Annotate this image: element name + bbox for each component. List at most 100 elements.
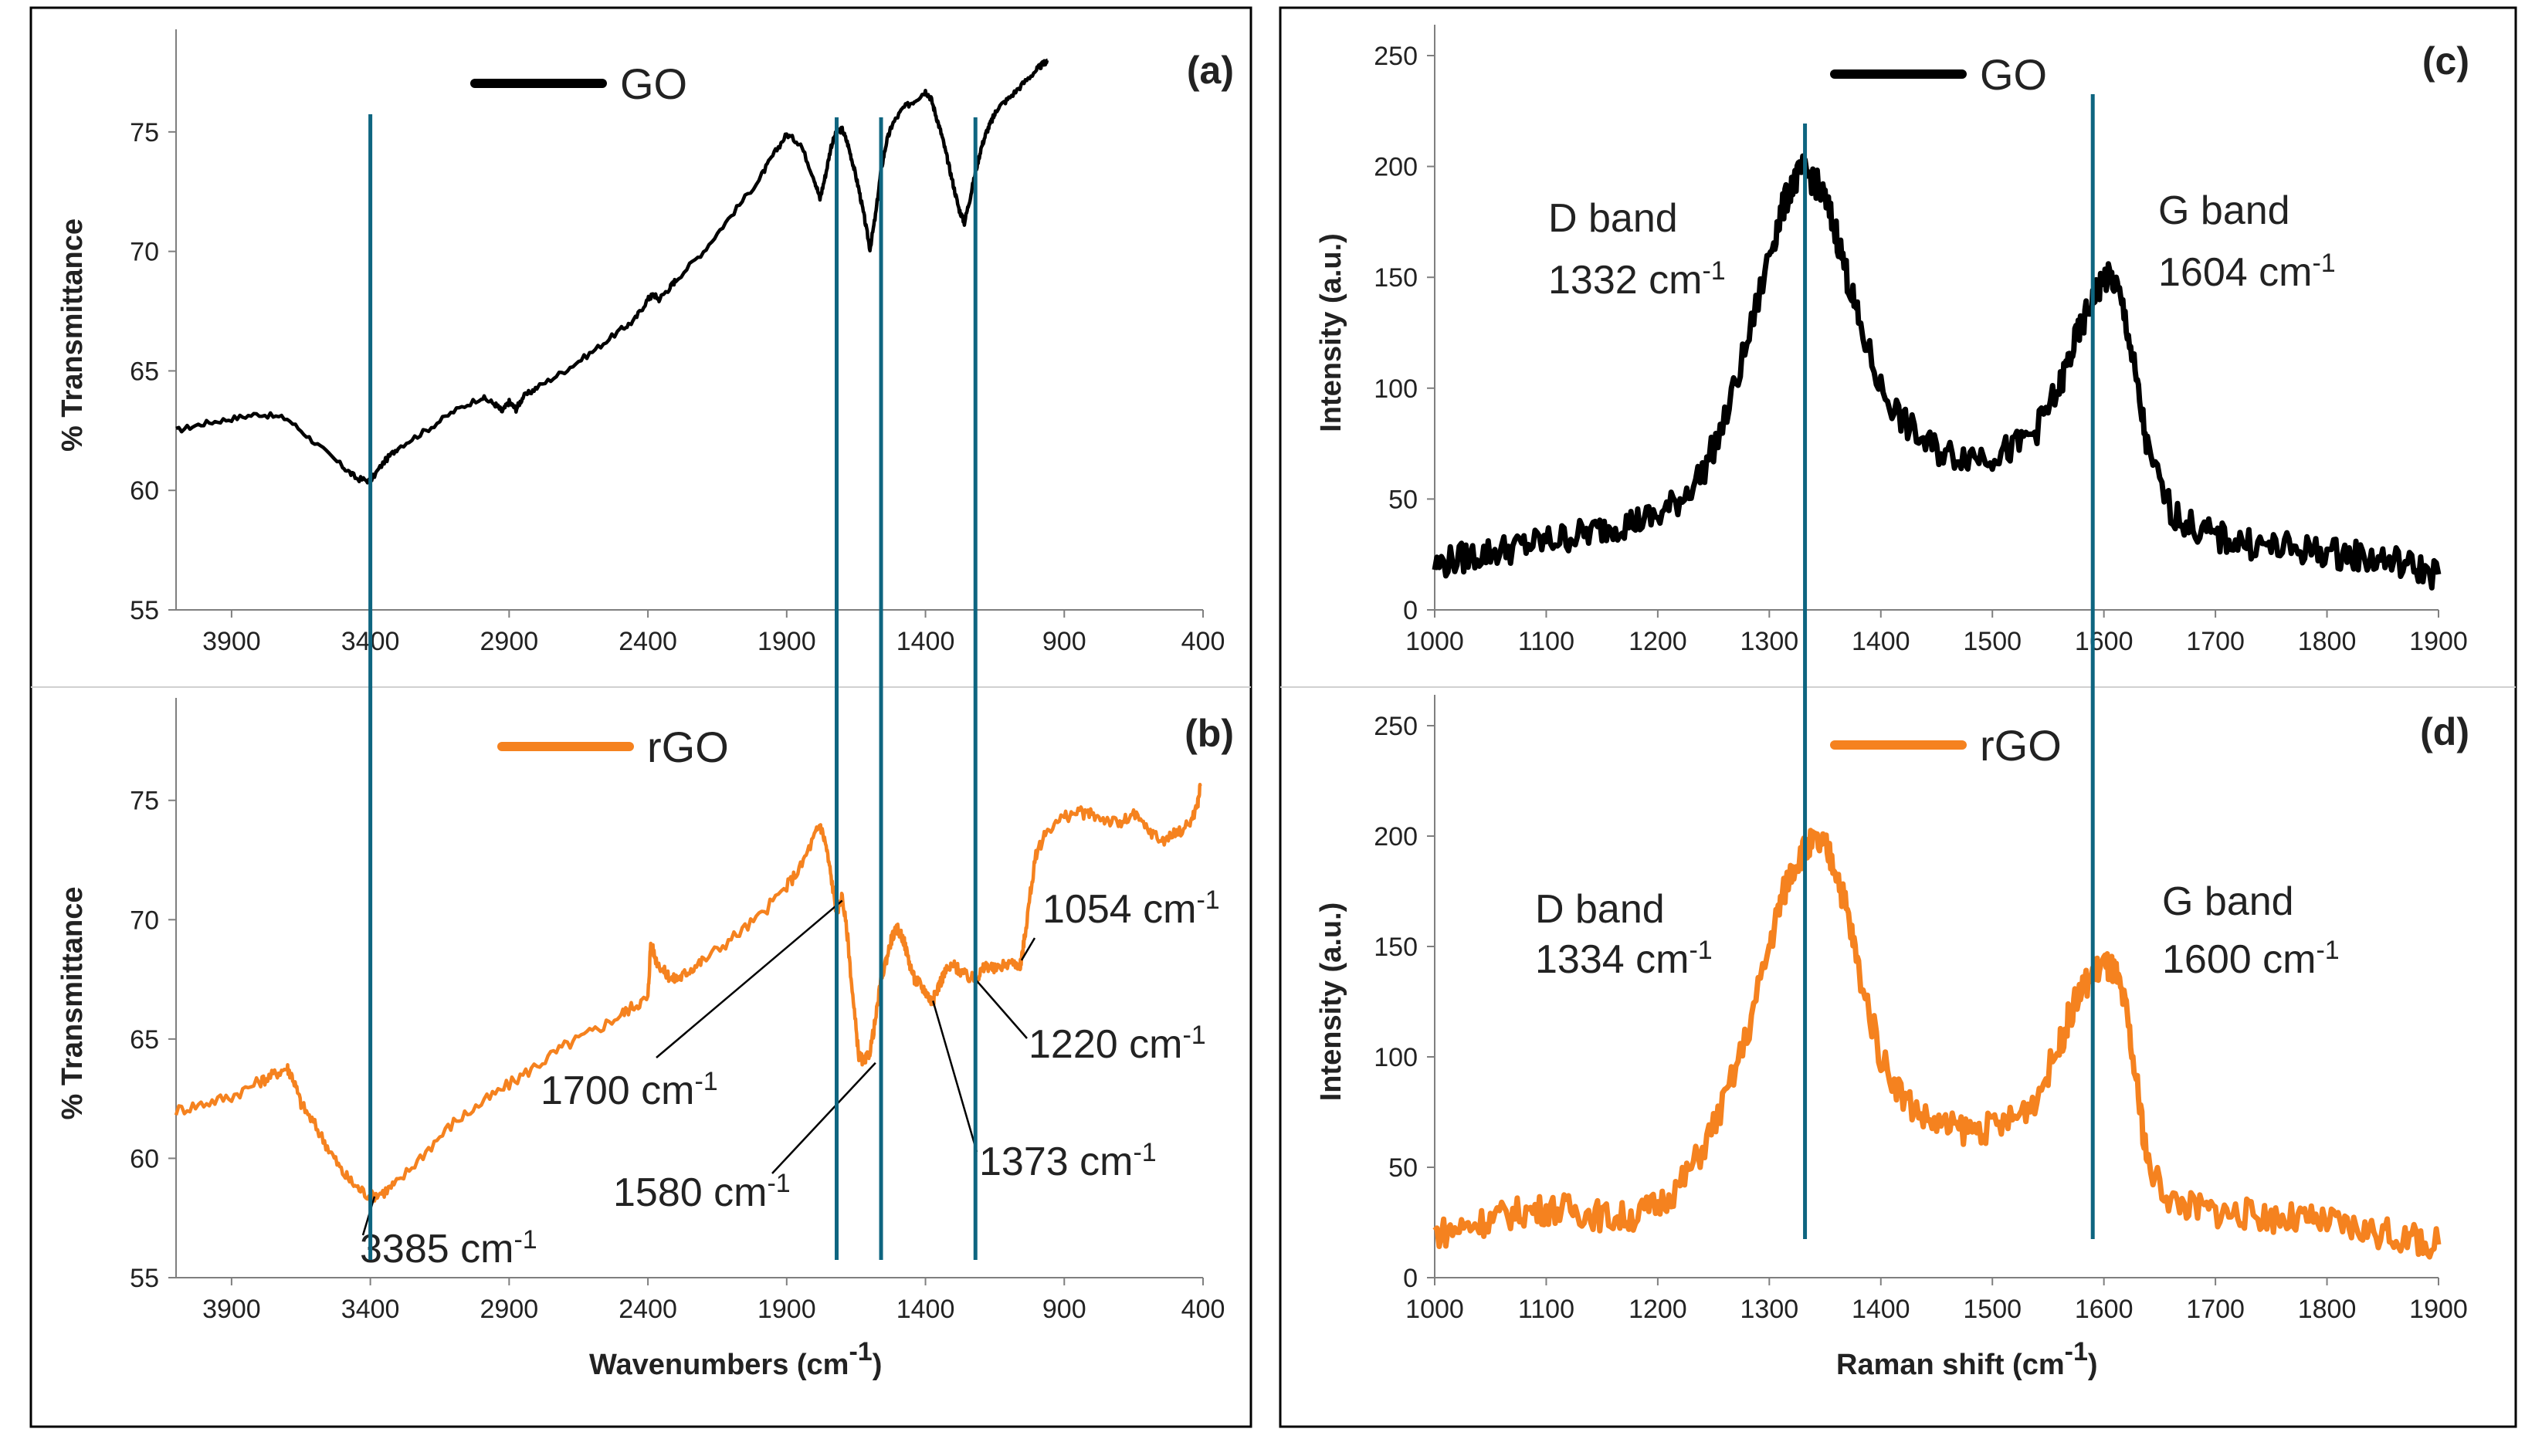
ftir-peak-markers (368, 114, 978, 1260)
x-tick-label: 1800 (2298, 627, 2357, 656)
band-value-sup: -1 (2316, 936, 2339, 965)
y-tick-label: 75 (130, 787, 159, 816)
band-value-text: 1600 cm (2162, 937, 2316, 982)
x-tick-label: 900 (1042, 627, 1086, 656)
peak-annotation: 1700 cm-1 (541, 1067, 718, 1113)
raman-frame (1279, 6, 2517, 1428)
y-tick-label: 70 (130, 238, 159, 267)
x-tick-label: 1300 (1740, 1295, 1799, 1324)
band-value: 1600 cm-1 (2162, 936, 2340, 982)
y-axis-title: Intensity (a.u.) (1315, 902, 1347, 1102)
band-value: 1334 cm-1 (1535, 936, 1713, 982)
x-tick-label: 1400 (1852, 1295, 1910, 1324)
band-name: G band (2158, 188, 2290, 233)
x-axis-title-text: Raman shift (cm (1836, 1349, 2065, 1381)
x-tick-label: 1700 (2186, 1295, 2245, 1324)
x-tick-label: 1600 (2075, 627, 2134, 656)
peak-annotation-sup: -1 (1182, 1021, 1205, 1050)
x-axis-title-sup: -1 (2065, 1337, 2088, 1366)
x-tick-label: 3400 (341, 1295, 400, 1324)
y-tick-label: 100 (1374, 1043, 1418, 1072)
x-tick-label: 1900 (2409, 627, 2468, 656)
legend-label: rGO (647, 723, 729, 771)
band-value-sup: -1 (2312, 249, 2335, 278)
y-axis-title: % Transmittance (56, 887, 89, 1120)
y-tick-label: 55 (130, 596, 159, 625)
peak-annotation: 3385 cm-1 (360, 1225, 537, 1271)
x-axis-title: Wavenumbers (cm-1) (589, 1337, 882, 1381)
x-axis-title-end: ) (873, 1349, 883, 1381)
x-tick-label: 1000 (1405, 1295, 1464, 1324)
band-value-sup: -1 (1689, 936, 1712, 965)
peak-annotation-text: 1054 cm (1042, 887, 1196, 932)
x-tick-label: 1400 (896, 1295, 955, 1324)
annotation-leader (656, 899, 843, 1058)
x-tick-label: 1500 (1963, 1295, 2022, 1324)
series-line-go (175, 58, 1049, 485)
y-tick-label: 65 (130, 1025, 159, 1055)
x-tick-label: 2400 (619, 1295, 677, 1324)
y-tick-label: 50 (1388, 485, 1418, 514)
x-tick-label: 1000 (1405, 627, 1464, 656)
y-tick-label: 250 (1374, 712, 1418, 741)
x-tick-label: 1900 (758, 627, 816, 656)
y-tick-label: 200 (1374, 153, 1418, 182)
peak-annotation: 1373 cm-1 (979, 1138, 1157, 1184)
x-tick-label: 1300 (1740, 627, 1799, 656)
panel-label: (d) (2420, 710, 2469, 753)
peak-annotation: 1220 cm-1 (1029, 1021, 1206, 1067)
x-tick-label: 2900 (480, 627, 539, 656)
peak-annotation-sup: -1 (694, 1067, 717, 1096)
x-tick-label: 3900 (202, 1295, 261, 1324)
annotation-leader (932, 1001, 978, 1153)
x-tick-label: 1200 (1629, 1295, 1687, 1324)
panel-label: (a) (1187, 49, 1234, 92)
y-tick-label: 60 (130, 1144, 159, 1173)
peak-annotation-sup: -1 (1196, 885, 1219, 915)
y-tick-label: 200 (1374, 822, 1418, 852)
panel-b-ftir-rgo: 55 60 65 70 75 3900 3400 2900 2400 1900 1400 900 400… (56, 698, 1234, 1381)
y-tick-label: 60 (130, 476, 159, 506)
y-axis-title: % Transmittance (56, 218, 89, 452)
peak-annotation-text: 1220 cm (1029, 1022, 1182, 1067)
ftir-frame (29, 6, 1252, 1428)
x-tick-label: 2400 (619, 627, 677, 656)
y-axis-title: Intensity (a.u.) (1315, 233, 1347, 432)
panel-label: (c) (2422, 39, 2469, 83)
band-value-sup: -1 (1702, 256, 1725, 286)
annotation-leader (771, 1062, 876, 1174)
y-tick-label: 0 (1403, 596, 1418, 625)
y-tick-label: 65 (130, 357, 159, 386)
series-line-rgo (174, 782, 1202, 1204)
x-tick-label: 1600 (2075, 1295, 2134, 1324)
y-tick-label: 50 (1388, 1153, 1418, 1183)
x-tick-label: 3900 (202, 627, 261, 656)
x-axis-title-end: ) (2088, 1349, 2098, 1381)
legend-label: GO (620, 59, 687, 108)
x-tick-label: 1800 (2298, 1295, 2357, 1324)
y-tick-label: 75 (130, 118, 159, 147)
x-tick-label: 1500 (1963, 627, 2022, 656)
band-value-text: 1604 cm (2158, 250, 2312, 295)
x-tick-label: 2900 (480, 1295, 539, 1324)
x-tick-label: 1900 (2409, 1295, 2468, 1324)
peak-annotation-text: 1373 cm (979, 1139, 1133, 1184)
band-name: D band (1548, 196, 1678, 241)
peak-annotation-text: 1700 cm (541, 1068, 694, 1113)
legend-label: GO (1980, 50, 2047, 99)
series-line-rgo (1432, 828, 2442, 1260)
peak-annotation-sup: -1 (767, 1169, 790, 1198)
peak-annotation-text: 3385 cm (360, 1227, 513, 1271)
band-name: D band (1535, 887, 1665, 932)
peak-annotation-sup: -1 (513, 1225, 537, 1255)
x-axis-title-text: Wavenumbers (cm (589, 1349, 849, 1381)
x-tick-label: 400 (1181, 1295, 1225, 1324)
band-value: 1604 cm-1 (2158, 249, 2336, 295)
y-tick-label: 150 (1374, 933, 1418, 962)
peak-annotation-sup: -1 (1133, 1138, 1156, 1167)
band-value-text: 1332 cm (1548, 258, 1702, 303)
peak-annotation: 1580 cm-1 (613, 1169, 791, 1215)
y-tick-label: 55 (130, 1264, 159, 1293)
panel-a-ftir-go: 5560657075390034002900240019001400900400… (56, 29, 1234, 656)
